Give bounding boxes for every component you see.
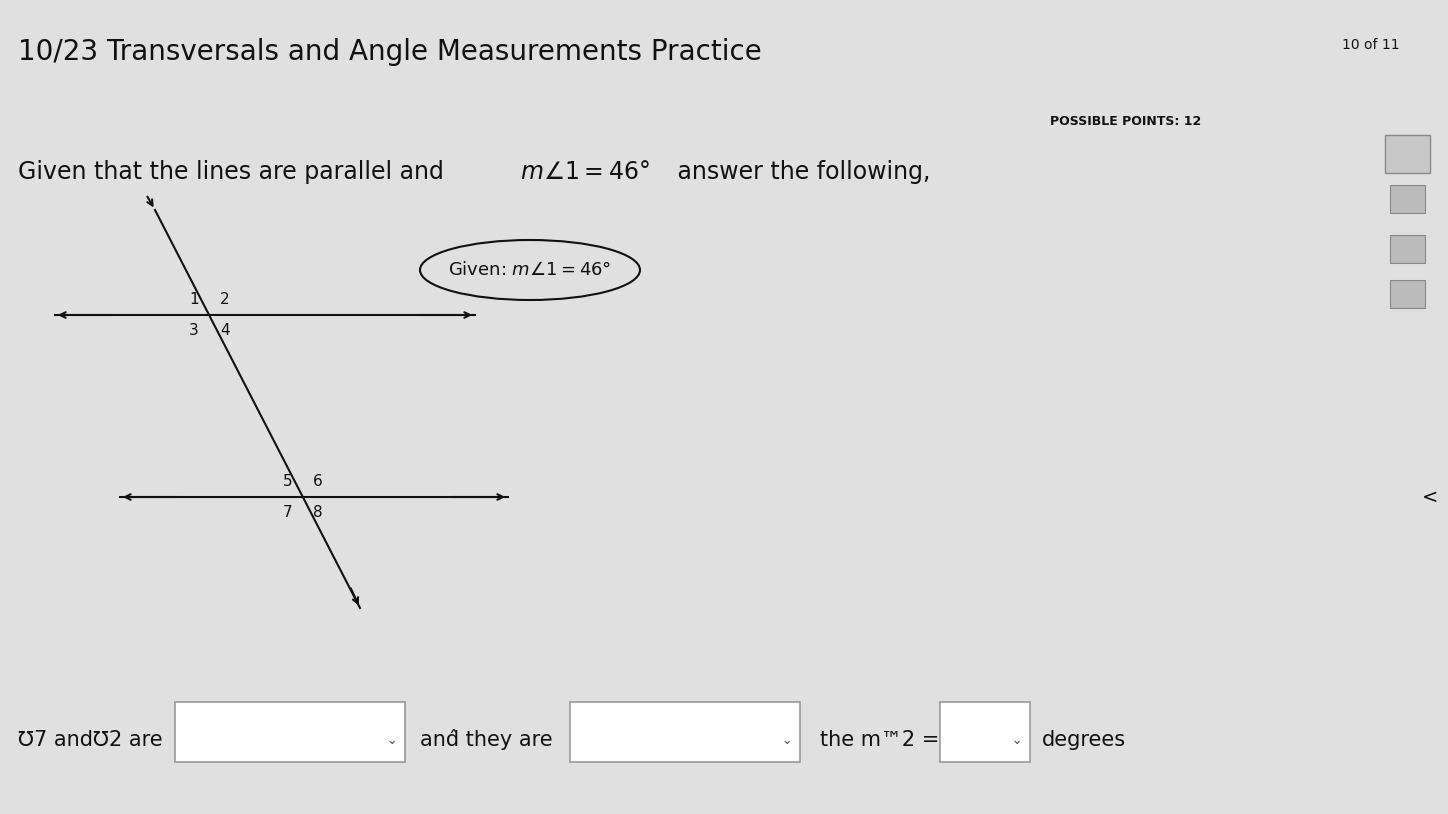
Text: 5: 5 <box>282 474 292 489</box>
FancyBboxPatch shape <box>571 702 799 762</box>
FancyBboxPatch shape <box>175 702 405 762</box>
Text: 8: 8 <box>313 505 323 520</box>
Bar <box>1390 185 1425 213</box>
Text: ⌄: ⌄ <box>1012 733 1022 746</box>
Text: ℧7 and℧2 are: ℧7 and℧2 are <box>17 730 162 750</box>
Text: 4: 4 <box>220 323 229 338</box>
FancyBboxPatch shape <box>940 702 1030 762</box>
Text: <: < <box>1422 488 1438 506</box>
Ellipse shape <box>420 240 640 300</box>
Text: ⌄: ⌄ <box>387 733 397 746</box>
Text: degrees: degrees <box>1043 730 1127 750</box>
Text: 10 of 11: 10 of 11 <box>1342 38 1400 52</box>
Bar <box>1384 135 1431 173</box>
Text: the m™2 =: the m™2 = <box>820 730 940 750</box>
Bar <box>1390 280 1425 308</box>
Text: 1: 1 <box>190 292 198 307</box>
Text: 7: 7 <box>282 505 292 520</box>
Text: answer the following,: answer the following, <box>670 160 931 184</box>
Text: Given: $m\angle 1 = 46°$: Given: $m\angle 1 = 46°$ <box>449 261 611 279</box>
Text: POSSIBLE POINTS: 12: POSSIBLE POINTS: 12 <box>1050 115 1202 128</box>
Text: ⌄: ⌄ <box>782 733 792 746</box>
Text: 3: 3 <box>190 323 198 338</box>
Text: 2: 2 <box>220 292 229 307</box>
Text: Given that the lines are parallel and: Given that the lines are parallel and <box>17 160 452 184</box>
Text: $m\angle 1 = 46°$: $m\angle 1 = 46°$ <box>520 160 650 184</box>
Text: 6: 6 <box>313 474 323 489</box>
Text: 10/23 Transversals and Angle Measurements Practice: 10/23 Transversals and Angle Measurement… <box>17 38 762 66</box>
Bar <box>1390 235 1425 263</box>
Text: and̂ they are: and̂ they are <box>420 729 553 751</box>
